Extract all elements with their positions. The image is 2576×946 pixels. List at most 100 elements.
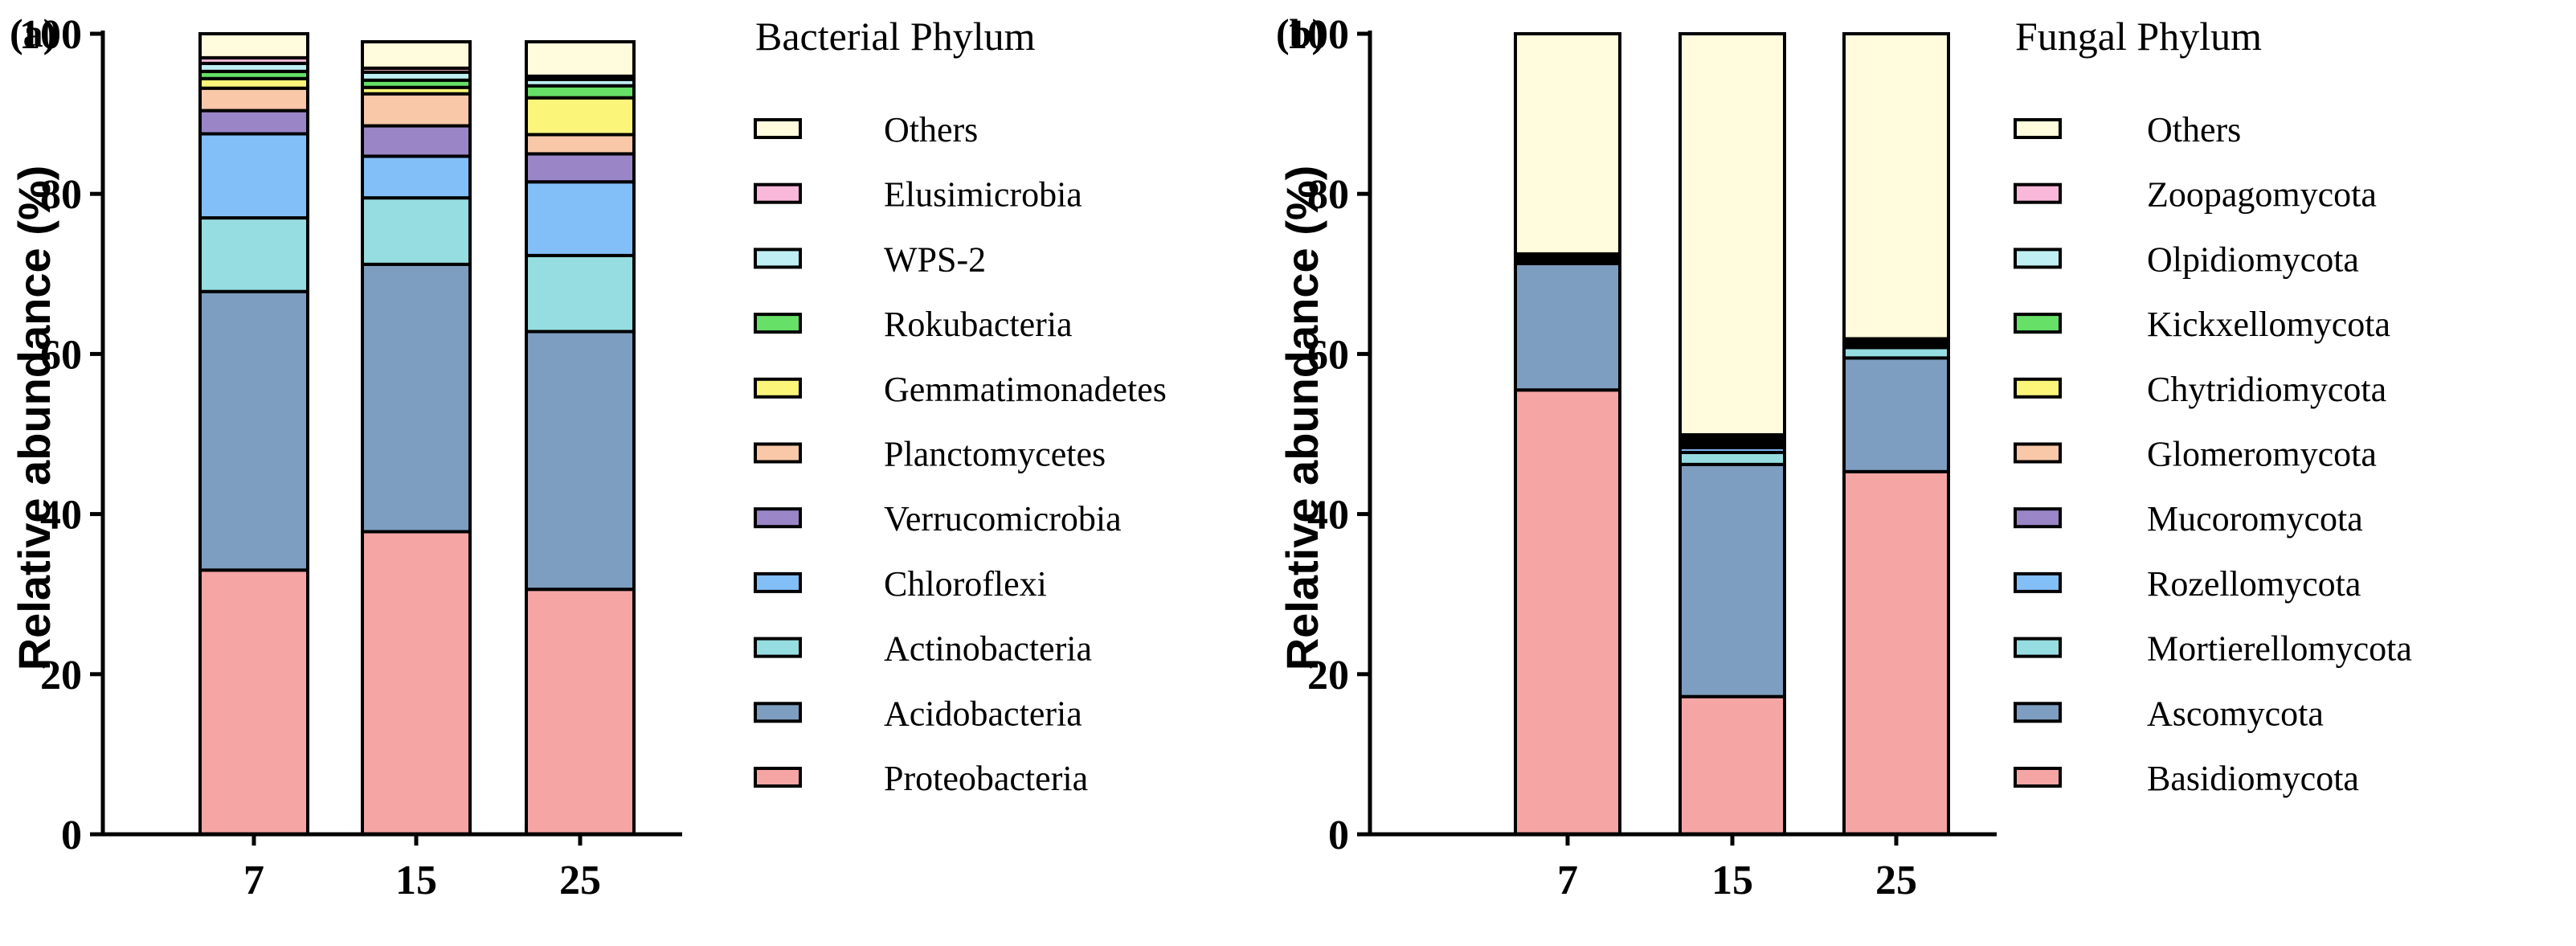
x-tick-label-25: 25 [559,858,601,903]
bar-segment-basidiomycota-15 [1678,694,1786,836]
legend-label-elusimicrobia: Elusimicrobia [884,175,1082,215]
legend-swatch-acidobacteria [754,702,802,723]
bacterial-phylum-chart: (a) Relative abundance (%) 7 15 25 0 20 40 60 8… [9,10,1167,903]
legend-label-mucoromycota: Mucoromycota [2147,499,2363,539]
x-tick-label-7: 7 [243,858,264,903]
legend-b: Others Zoopagomycota Olpidiomycota Kickxell… [2014,110,2412,798]
legend-label-wps-2: WPS-2 [884,240,986,279]
legend-swatch-others [754,118,802,139]
y-tick-label-80: 80 [40,172,82,218]
bar-segment-mortierellomycota-15 [1678,450,1786,466]
bar-segment-verrucomicrobia-25 [525,152,636,184]
legend-swatch-actinobacteria [754,637,802,658]
bar-segment-rokubacteria-25 [525,84,636,100]
bar-segment-verrucomicrobia-7 [198,109,309,136]
x-tick-label-15: 15 [1711,858,1753,903]
x-tick-label-25: 25 [1875,858,1917,903]
y-tick-label-40: 40 [1307,493,1349,539]
bar-segment-proteobacteria-25 [525,588,636,836]
bar-segment-planctomycetes-7 [198,86,309,113]
y-tick-label-40: 40 [40,493,82,539]
bar-segment-actinobacteria-25 [525,253,636,334]
legend-swatch-basidiomycota [2014,767,2062,788]
legend-label-kickxellomycota: Kickxellomycota [2147,305,2390,344]
panel-label-a: (a) [10,10,56,55]
fungal-phylum-chart: (b) Relative abundance (%) 7 15 25 0 20 40 60 8… [1276,10,2412,903]
bar-segment-basidiomycota-25 [1842,469,1950,836]
bar-segment-planctomycetes-15 [361,92,472,128]
legend-label-planctomycetes: Planctomycetes [884,435,1106,474]
bar-segment-basidiomycota-7 [1514,388,1621,837]
legend-label-mortierellomycota: Mortierellomycota [2147,629,2412,669]
legend-swatch-gemmatimonadetes [754,377,802,399]
panel-label-b: (b) [1276,10,1325,55]
legend-label-gemmatimonadetes: Gemmatimonadetes [884,370,1167,409]
bar-segment-others-15 [361,39,472,70]
y-tick-label-0: 0 [1328,813,1349,858]
legend-swatch-rozellomycota [2014,571,2062,593]
legend-swatch-ascomycota [2014,702,2062,723]
legend-swatch-planctomycetes [754,442,802,464]
y-axis-title-a: Relative abundance (%) [9,166,59,671]
legend-label-chytridiomycota: Chytridiomycota [2147,370,2386,409]
legend-label-olpidiomycota: Olpidiomycota [2147,240,2359,279]
legend-label-zoopagomycota: Zoopagomycota [2147,175,2377,215]
legend-label-glomeromycota: Glomeromycota [2147,435,2377,474]
legend-swatch-chytridiomycota [2014,377,2062,399]
legend-label-chloroflexi: Chloroflexi [884,564,1047,604]
legend-swatch-proteobacteria [754,767,802,788]
bar-segment-ascomycota-7 [1514,261,1621,392]
y-tick-label-60: 60 [1307,332,1349,378]
legend-swatch-kickxellomycota [2014,313,2062,334]
axes-a: 7 15 25 0 20 40 60 80 100 [19,12,682,903]
bar-segment-others-7 [1514,32,1621,256]
legend-swatch-glomeromycota [2014,442,2062,464]
legend-swatch-elusimicrobia [754,182,802,204]
bar-segment-ascomycota-25 [1842,356,1950,473]
legend-swatch-others [2014,118,2062,139]
bar-segment-others-7 [198,32,309,59]
legend-swatch-rokubacteria [754,313,802,334]
bars-b [1514,32,1950,837]
y-tick-label-60: 60 [40,332,82,378]
y-tick-label-100: 100 [1286,12,1349,58]
y-axis-title-b: Relative abundance (%) [1277,166,1327,671]
legend-label-others: Others [2147,110,2241,149]
bar-segment-others-25 [525,39,636,78]
legend-label-ascomycota: Ascomycota [2147,694,2324,733]
bar-segment-actinobacteria-7 [198,216,309,293]
x-tick-label-7: 7 [1557,858,1578,903]
y-tick-label-100: 100 [19,12,82,58]
y-tick-label-20: 20 [40,653,82,698]
legend-label-acidobacteria: Acidobacteria [884,694,1082,733]
legend-label-proteobacteria: Proteobacteria [884,759,1088,798]
bar-segment-others-15 [1678,32,1786,436]
bar-segment-chloroflexi-25 [525,180,636,257]
legend-swatch-wps-2 [754,248,802,269]
legend-label-rokubacteria: Rokubacteria [884,305,1073,344]
bar-segment-chloroflexi-7 [198,132,309,220]
legend-swatch-mortierellomycota [2014,637,2062,658]
y-tick-label-20: 20 [1307,653,1349,698]
bar-segment-proteobacteria-15 [361,530,472,837]
bar-segment-others-25 [1842,32,1950,341]
bar-segment-ascomycota-15 [1678,462,1786,698]
bar-segment-acidobacteria-25 [525,330,636,592]
bar-segment-actinobacteria-15 [361,196,472,266]
bar-segment-acidobacteria-7 [198,289,309,572]
bar-segment-verrucomicrobia-15 [361,124,472,158]
legend-swatch-olpidiomycota [2014,248,2062,269]
legend-label-rozellomycota: Rozellomycota [2147,564,2361,604]
bar-segment-chloroflexi-15 [361,154,472,200]
legend-title-b: Fungal Phylum [2015,14,2262,59]
bar-segment-gemmatimonadetes-25 [525,96,636,137]
bar-segment-proteobacteria-7 [198,568,309,836]
legend-label-others: Others [884,110,978,149]
legend-label-basidiomycota: Basidiomycota [2147,759,2359,798]
x-tick-label-15: 15 [395,858,437,903]
legend-label-actinobacteria: Actinobacteria [884,629,1092,669]
y-tick-label-80: 80 [1307,172,1349,218]
legend-swatch-mucoromycota [2014,507,2062,529]
bar-segment-planctomycetes-25 [525,133,636,156]
